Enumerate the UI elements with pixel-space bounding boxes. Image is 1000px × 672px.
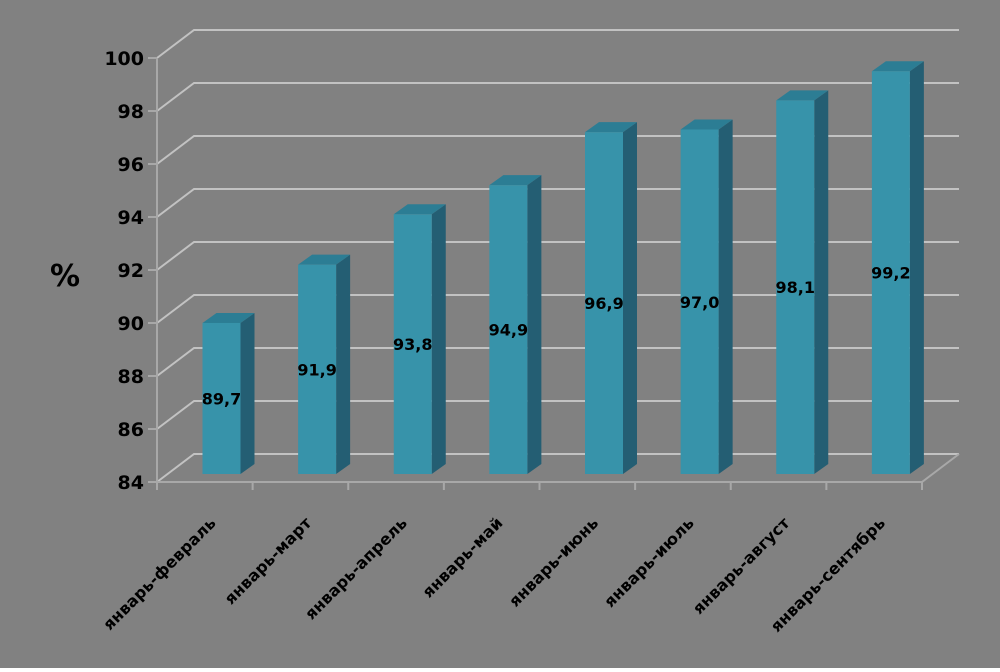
y-tick-label: 92 <box>118 260 144 282</box>
bar-front-face <box>393 214 432 475</box>
bar-top-face <box>871 61 924 72</box>
bar-side-face <box>336 254 351 474</box>
y-tick-label: 96 <box>118 154 144 176</box>
bar-column <box>585 122 637 475</box>
bar-column <box>202 312 255 474</box>
bar-top-face <box>393 204 446 215</box>
bar-front-face <box>489 185 528 474</box>
bar-front-face <box>298 264 337 474</box>
bar-top-face <box>489 175 542 186</box>
bar-column <box>393 204 446 475</box>
bar-side-face <box>623 122 637 475</box>
bar-side-face <box>527 175 542 474</box>
axes <box>148 57 960 490</box>
bar-front-face <box>871 71 910 474</box>
y-axis-title: % <box>50 259 80 294</box>
bar-column <box>680 119 733 474</box>
bar-side-face <box>814 90 829 474</box>
y-tick-label: 98 <box>118 101 144 123</box>
bar-value-label: 93,8 <box>393 335 432 354</box>
gridline <box>156 29 959 59</box>
bar-side-face <box>431 204 446 475</box>
bar-value-label: 99,2 <box>871 264 910 283</box>
bar-side-face <box>718 119 733 474</box>
bar-top-face <box>776 90 829 101</box>
bar-value-label: 98,1 <box>776 278 815 297</box>
y-tick-label: 100 <box>104 48 144 70</box>
bar-value-label: 94,9 <box>489 321 528 340</box>
bar-top-face <box>680 119 733 130</box>
bar-front-face <box>680 129 719 474</box>
bar-value-label: 96,9 <box>584 294 623 313</box>
y-tick-label: 90 <box>118 313 144 335</box>
bar-side-face <box>240 312 255 474</box>
bar-value-label: 91,9 <box>297 360 336 379</box>
y-tick-label: 86 <box>118 419 144 441</box>
y-axis-tick-labels: 84 86 88 90 92 94 96 98 100 <box>104 48 144 494</box>
bar-column <box>776 90 829 474</box>
y-tick-label: 88 <box>118 366 144 388</box>
bar-value-labels: 89,7 91,9 93,8 94,9 96,9 97,0 98,1 99,2 <box>202 264 911 409</box>
bar-column <box>871 61 924 474</box>
bar-front-face <box>585 132 623 474</box>
bar-top-face <box>585 122 637 133</box>
bar-front-face <box>202 322 241 474</box>
y-tick-label: 84 <box>118 472 144 494</box>
bar-series <box>202 61 924 475</box>
bar-value-label: 89,7 <box>202 389 241 408</box>
bar-side-face <box>909 61 924 474</box>
bar-top-face <box>202 312 255 323</box>
bar-top-face <box>298 254 351 265</box>
gridline <box>156 82 959 112</box>
bar-value-label: 97,0 <box>680 293 719 312</box>
bar-column <box>298 254 351 474</box>
bar-front-face <box>776 100 815 474</box>
y-tick-label: 94 <box>118 207 144 229</box>
bar-column <box>489 175 542 474</box>
